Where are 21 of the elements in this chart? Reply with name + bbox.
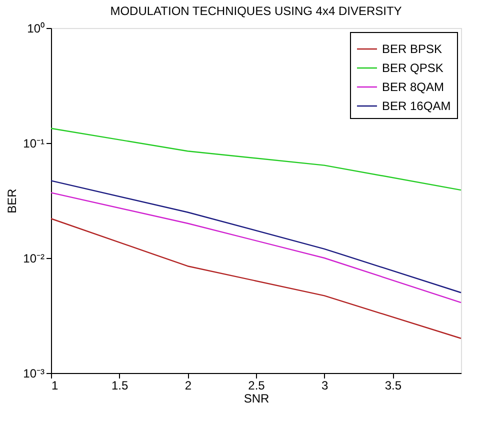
legend-label: BER BPSK xyxy=(382,42,442,56)
x-tick-label: 1.5 xyxy=(111,378,128,392)
y-tick-label: 10⁰ xyxy=(27,22,44,36)
y-tick-label: 10⁻³ xyxy=(23,366,45,380)
x-axis-title: SNR xyxy=(244,392,270,406)
legend-label: BER 16QAM xyxy=(382,99,451,113)
y-tick-label: 10⁻¹ xyxy=(23,136,45,150)
legend-label: BER 8QAM xyxy=(382,80,444,94)
line-series xyxy=(50,218,462,339)
x-tick-label: 2 xyxy=(184,378,192,392)
line-series xyxy=(50,192,462,304)
y-tick-label: 10⁻² xyxy=(23,252,45,266)
x-tick-label: 2.5 xyxy=(248,378,266,392)
x-tick-label: 1 xyxy=(52,378,58,392)
legend-label: BER QPSK xyxy=(382,61,444,75)
line-series xyxy=(50,180,462,294)
y-axis-title: BER xyxy=(5,188,20,214)
chart-title: MODULATION TECHNIQUES USING 4x4 DIVERSITY xyxy=(110,4,402,18)
x-tick-label: 3 xyxy=(321,378,328,392)
line-series xyxy=(50,128,462,191)
x-tick-label: 3.5 xyxy=(384,378,402,392)
